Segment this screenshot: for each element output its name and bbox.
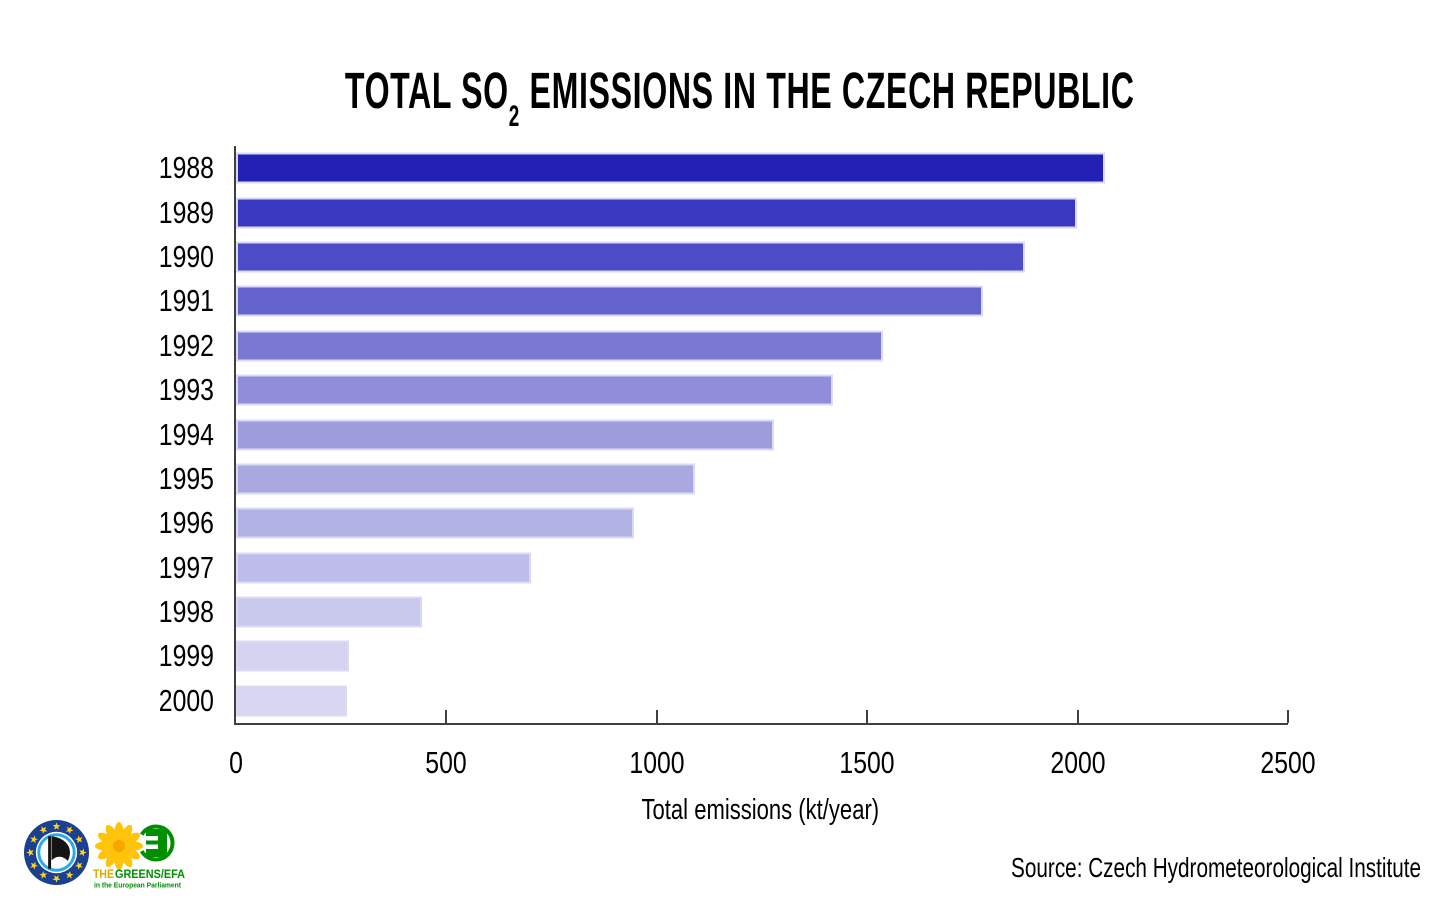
emission-bar (236, 552, 531, 584)
x-tick-label: 2500 (1254, 745, 1323, 781)
bar-row: 1997 (159, 546, 1288, 590)
emission-bar (236, 596, 423, 628)
pirate-party-logo (23, 819, 90, 886)
bar-rows: 1988 1989 1990 1991 1992 1993 1994 1995 1996 1997… (159, 146, 1288, 723)
bar-row: 1996 (159, 501, 1288, 545)
emission-bar (236, 152, 1106, 184)
year-label-text: 1990 (158, 238, 214, 274)
greens-logo-name-text: GREENS/EFA (115, 867, 185, 881)
emission-bar (236, 640, 350, 672)
bar-row: 1998 (159, 590, 1288, 634)
year-label-text: 1994 (158, 416, 214, 452)
bar-row: 1988 (159, 146, 1288, 190)
x-tick-label-text: 0 (229, 745, 243, 780)
emission-bar (236, 374, 834, 406)
year-label-text: 1997 (158, 549, 214, 585)
x-tick-label-text: 1500 (839, 745, 895, 780)
emission-bar (236, 330, 884, 362)
x-tick-label-text: 2000 (1050, 745, 1106, 780)
bar-row: 1992 (159, 324, 1288, 368)
bar-row: 1999 (159, 634, 1288, 678)
chart-title: TOTAL SO2 EMISSIONS IN THE CZECH REPUBLI… (0, 62, 1440, 133)
year-label: 1988 (145, 150, 214, 186)
year-label-text: 2000 (158, 682, 214, 718)
x-tick-label-text: 2500 (1260, 745, 1316, 780)
year-label: 2000 (145, 683, 214, 719)
plot-area: 1988 1989 1990 1991 1992 1993 1994 1995 1996 1997… (159, 146, 1316, 780)
year-label: 1999 (145, 638, 214, 674)
emission-bar (236, 685, 348, 717)
chart-title-part1: TOTAL SO (345, 62, 510, 120)
bar-row: 1993 (159, 368, 1288, 412)
emission-bar (236, 507, 635, 539)
x-tick-mark (1287, 710, 1289, 723)
greens-logo-subtitle-text: in the European Parliament (94, 881, 181, 890)
bar-row: 1990 (159, 235, 1288, 279)
emission-bar (236, 285, 984, 317)
greens-efa-logo: THE GREENS/EFA in the European Parliamen… (93, 822, 185, 890)
year-label-text: 1998 (158, 594, 214, 630)
year-label: 1992 (145, 328, 214, 364)
year-label-text: 1988 (158, 150, 214, 186)
year-label: 1993 (145, 372, 214, 408)
x-tick-label-text: 1000 (629, 745, 685, 780)
year-label-text: 1993 (158, 372, 214, 408)
sunflower-icon (95, 822, 143, 870)
year-label: 1998 (145, 594, 214, 630)
x-tick-mark (866, 710, 869, 723)
year-label-text: 1995 (158, 460, 214, 496)
bar-row: 1995 (159, 457, 1288, 501)
chart-title-part2: EMISSIONS IN THE CZECH REPUBLIC (520, 62, 1135, 120)
x-axis-title: Total emissions (kt/year) (641, 794, 879, 826)
x-tick-label: 0 (227, 745, 244, 781)
year-label-text: 1999 (158, 638, 214, 674)
year-label-text: 1992 (158, 327, 214, 363)
year-label: 1989 (145, 195, 214, 231)
emission-bar (236, 197, 1077, 229)
chart-title-subscript: 2 (509, 100, 521, 134)
bar-row: 1991 (159, 279, 1288, 323)
emission-bar (236, 419, 774, 451)
x-tick-label: 1000 (622, 745, 691, 781)
x-tick-mark (1076, 710, 1079, 723)
bar-row: 1989 (159, 190, 1288, 234)
emission-bar (236, 463, 696, 495)
year-label: 1991 (145, 283, 214, 319)
year-label: 1997 (145, 550, 214, 586)
x-tick-mark (445, 710, 448, 723)
x-tick-label: 2000 (1043, 745, 1112, 781)
chart-title-text: TOTAL SO2 EMISSIONS IN THE CZECH REPUBLI… (345, 62, 1135, 133)
year-label-text: 1991 (158, 283, 214, 319)
x-tick-label: 1500 (833, 745, 902, 781)
year-label: 1995 (145, 461, 214, 497)
year-label: 1996 (145, 505, 214, 541)
x-tick-label-text: 500 (425, 745, 468, 780)
pirate-sail-icon (48, 836, 71, 869)
x-tick-label: 500 (421, 745, 473, 781)
year-label: 1994 (145, 417, 214, 453)
bar-row: 2000 (159, 679, 1288, 723)
x-tick-mark (655, 710, 658, 723)
greens-plug-e-icon (137, 824, 175, 862)
bar-row: 1994 (159, 412, 1288, 456)
greens-logo-the-text: THE (93, 867, 114, 881)
year-label: 1990 (145, 239, 214, 275)
year-label-text: 1996 (158, 505, 214, 541)
source-text: Source: Czech Hydrometeorological Instit… (1011, 852, 1421, 883)
emission-bar (236, 241, 1026, 273)
year-label-text: 1989 (158, 194, 214, 230)
